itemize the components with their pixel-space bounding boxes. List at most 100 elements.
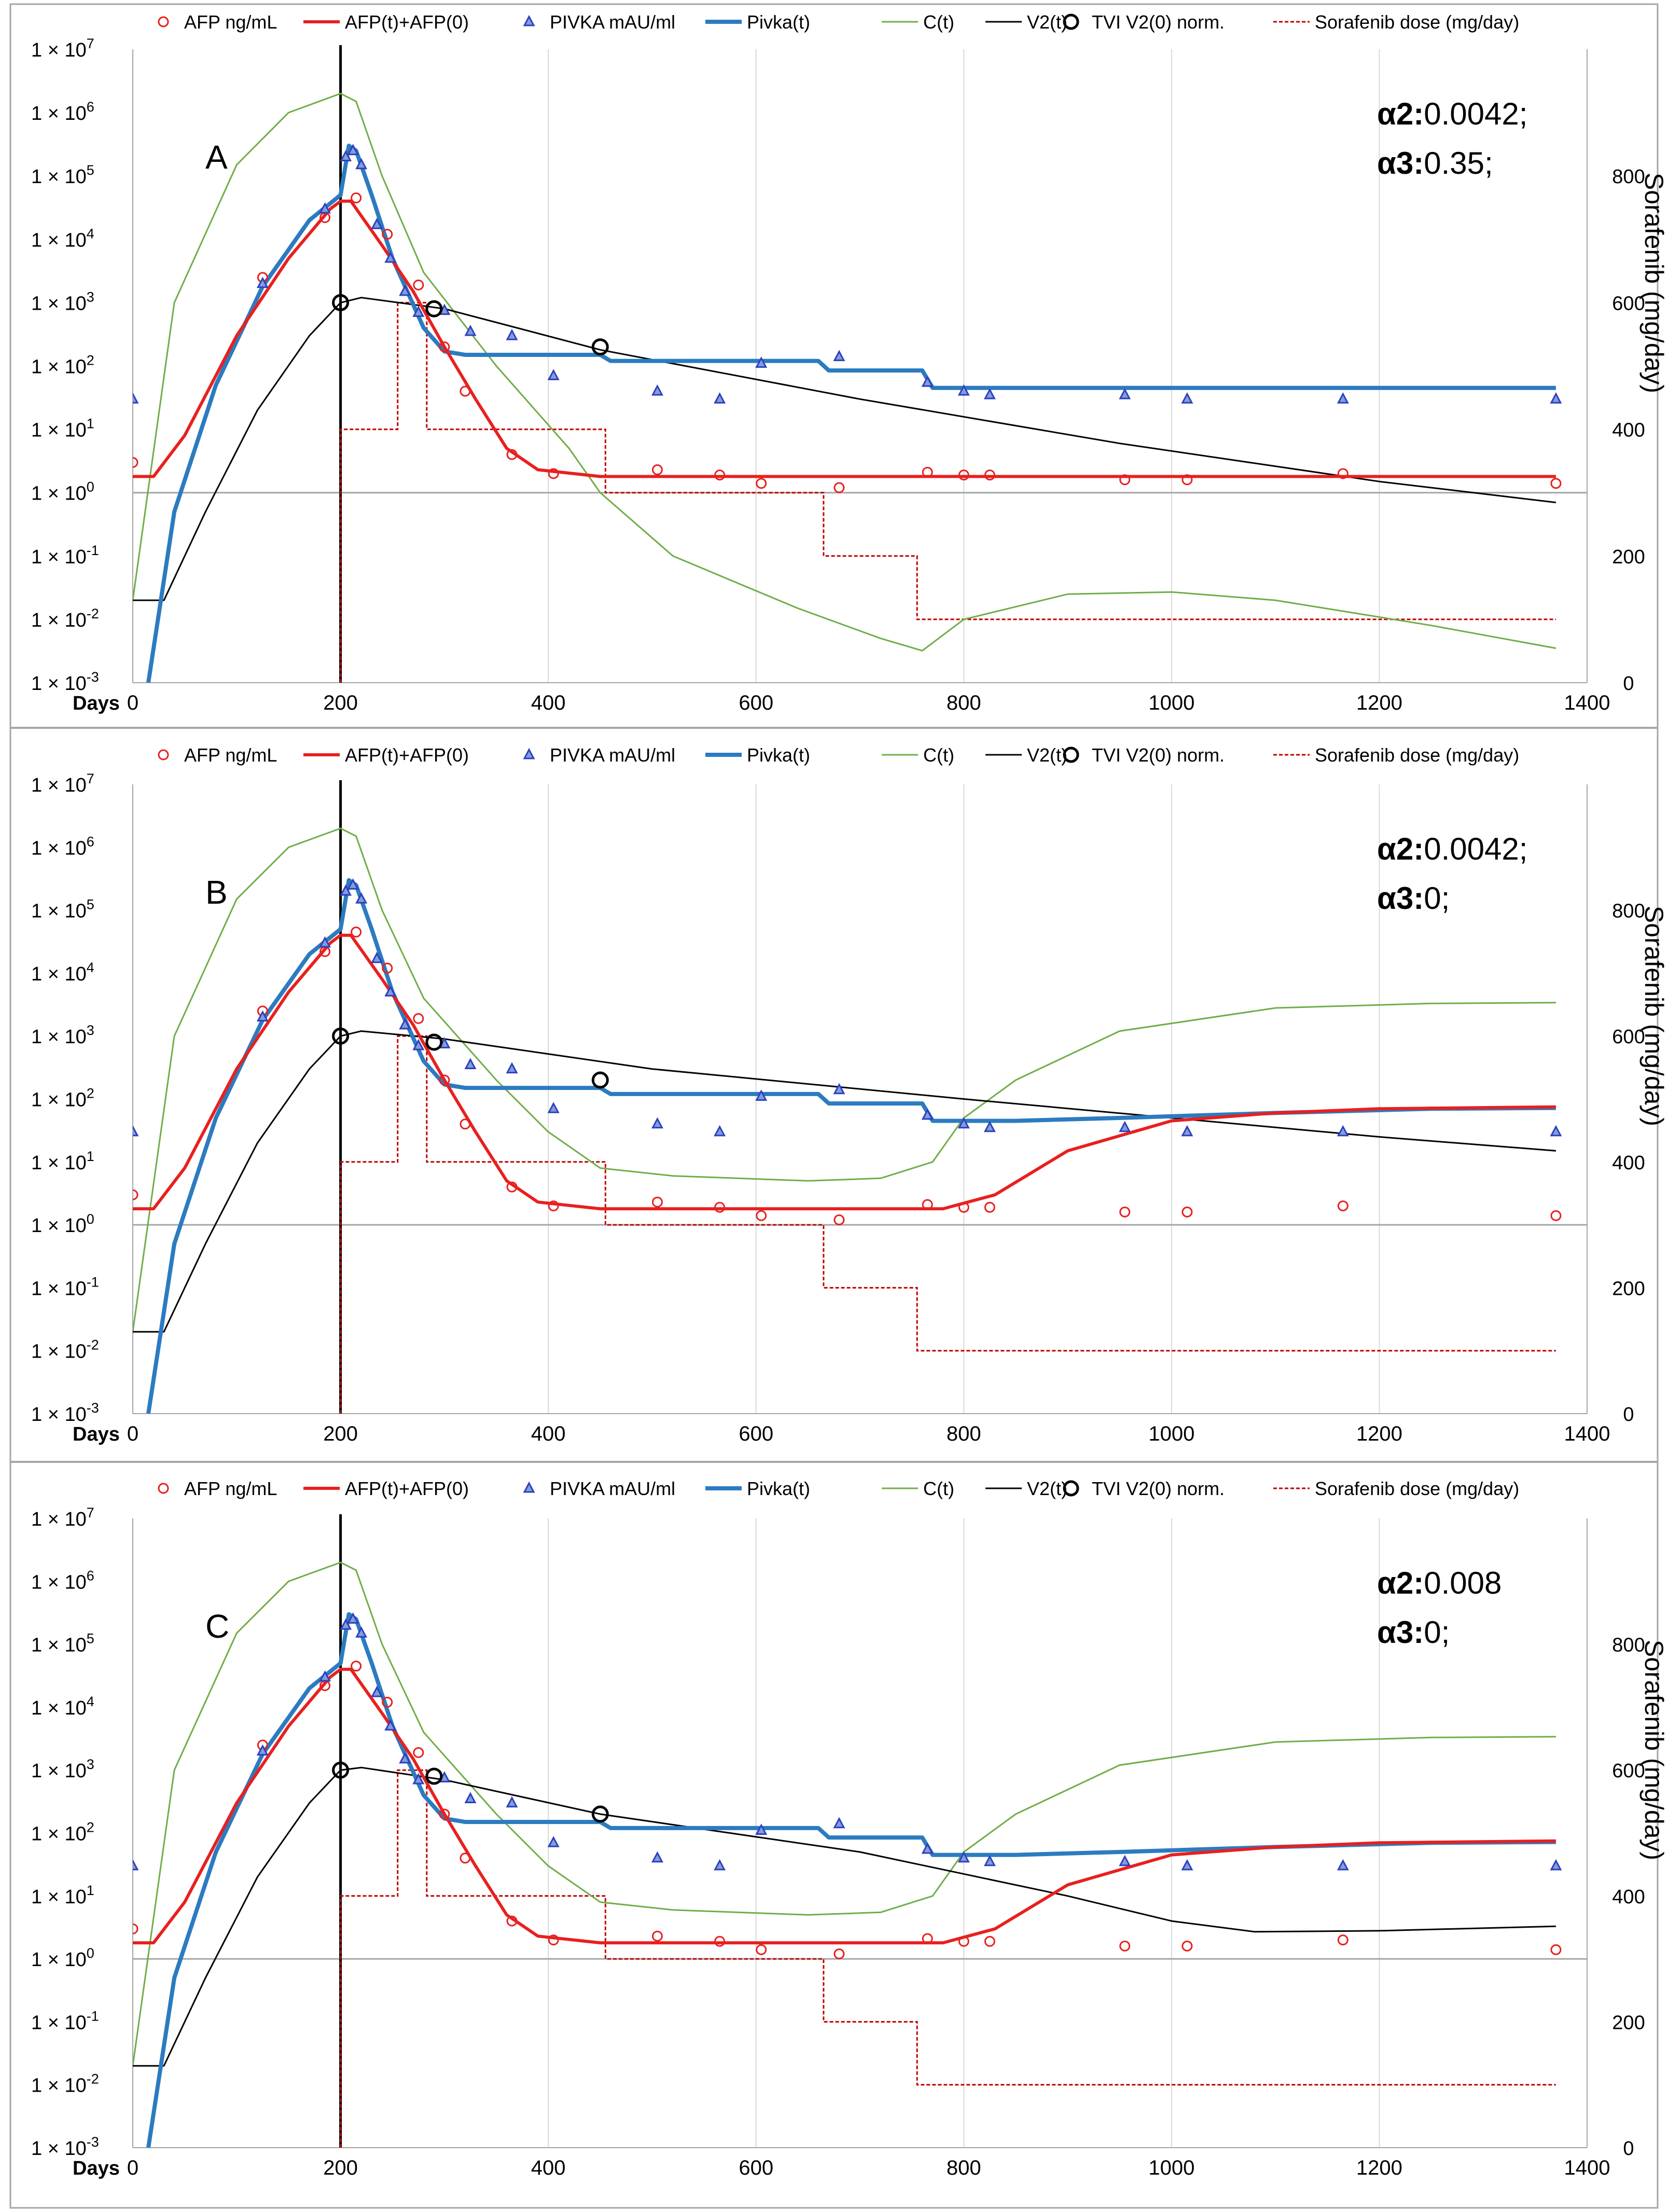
x-tick-label: 0 (127, 692, 138, 714)
y-left-tick-label: 1 × 10-1 (31, 543, 99, 568)
x-tick-label: 1400 (1564, 692, 1610, 714)
pivka-point (714, 1125, 726, 1137)
y-left-tick-exponent: -3 (87, 669, 99, 685)
afp-point (984, 469, 995, 481)
y-left-tick-exponent: 6 (87, 1568, 94, 1583)
y-left-tick-label: 1 × 103 (31, 1757, 94, 1782)
y-left-tick-exponent: 2 (87, 1820, 94, 1835)
y-left-tick-exponent: -2 (87, 2071, 99, 2087)
x-tick-label: 200 (323, 1422, 358, 1445)
pivka-point (1550, 1859, 1562, 1871)
panel-letter: A (205, 139, 228, 176)
series-v2-fit (133, 1030, 1556, 1333)
afp-point (958, 469, 969, 481)
afp-point (1182, 1940, 1193, 1952)
afp-point (413, 1013, 424, 1024)
afp-point (714, 1936, 726, 1947)
legend-item-pivkafit: Pivka(t) (705, 11, 810, 33)
legend-label: TVI V2(0) norm. (1092, 744, 1225, 766)
pivka-point (506, 329, 518, 340)
pivka-point (464, 1058, 477, 1070)
y-left-tick-exponent: 0 (87, 479, 94, 495)
afp-point (1550, 1944, 1562, 1955)
legend-item-pivka: PIVKA mAU/ml (523, 11, 675, 33)
pivka-point (506, 1062, 518, 1074)
alpha2-value: 0.008 (1424, 1566, 1502, 1600)
pivka-point (755, 1823, 768, 1835)
pivka-point (347, 1612, 359, 1624)
legend-label: Sorafenib dose (mg/day) (1315, 744, 1519, 766)
legend-label: Sorafenib dose (mg/day) (1315, 11, 1519, 33)
pivka-point (1550, 392, 1562, 404)
pivka-point (957, 1851, 970, 1863)
afp-point (922, 466, 933, 478)
alpha2-value: 0.0042; (1424, 96, 1527, 131)
pivka-point (1119, 388, 1131, 399)
afp-point (1550, 1210, 1562, 1221)
x-tick-label: 1200 (1356, 1422, 1402, 1445)
y-left-tick-exponent: -3 (87, 2134, 99, 2150)
afp-point (460, 1118, 471, 1130)
legend-item-c: C(t) (882, 744, 954, 766)
y-right-tick-label: 600 (1612, 293, 1645, 314)
afp-point (922, 1933, 933, 1944)
afp-point (460, 385, 471, 397)
legend-item-afpfit: AFP(t)+AFP(0) (303, 1478, 469, 1499)
pivka-point (355, 1626, 368, 1638)
afp-point (1119, 1206, 1131, 1218)
legend-marker-circle (158, 16, 169, 27)
x-tick-label: 200 (323, 692, 358, 714)
legend-item-c: C(t) (882, 1478, 954, 1499)
y-left-tick-exponent: 6 (87, 99, 94, 115)
y-left-tick-exponent: 5 (87, 1631, 94, 1647)
alpha2-value: 0.0042; (1424, 832, 1527, 866)
legend-item-dose: Sorafenib dose (mg/day) (1273, 1478, 1519, 1499)
y-left-tick-label: 1 × 10-3 (31, 2134, 99, 2160)
panel-letter: B (205, 874, 228, 911)
legend-label: TVI V2(0) norm. (1092, 11, 1225, 33)
legend-item-tvi: TVI V2(0) norm. (1063, 11, 1225, 33)
pivka-point (1181, 1859, 1193, 1871)
pivka-point (340, 1618, 352, 1630)
pivka-point (371, 951, 383, 963)
afp-point (548, 1200, 559, 1212)
legend-label: Sorafenib dose (mg/day) (1315, 1478, 1519, 1499)
x-tick-label: 800 (947, 2156, 981, 2179)
afp-point (756, 1944, 767, 1955)
alpha3-value: 0; (1424, 1615, 1450, 1650)
legend-label: AFP(t)+AFP(0) (345, 744, 469, 766)
tvi-point (591, 338, 609, 356)
legend-label: Pivka(t) (747, 1478, 810, 1499)
y-left-tick-exponent: 1 (87, 416, 94, 432)
legend-item-afp: AFP ng/mL (158, 744, 277, 766)
y-right-tick-label: 200 (1612, 546, 1645, 568)
pivka-point (714, 392, 726, 404)
legend-label: PIVKA mAU/ml (550, 744, 675, 766)
y-left-tick-exponent: 0 (87, 1211, 94, 1227)
legend-item-dose: Sorafenib dose (mg/day) (1273, 744, 1519, 766)
afp-point (351, 192, 362, 204)
tvi-point (425, 1767, 443, 1785)
pivka-point (755, 1089, 768, 1101)
legend-label: C(t) (923, 744, 954, 766)
pivka-point (412, 306, 425, 317)
y-left-tick-exponent: 1 (87, 1883, 94, 1898)
legend-label: V2(t) (1027, 11, 1067, 33)
legend-marker-triangle (523, 748, 535, 759)
pivka-point (921, 375, 934, 387)
afp-point (413, 1747, 424, 1758)
y-left-tick-label: 1 × 10-2 (31, 1337, 99, 1363)
y-left-tick-label: 1 × 10-2 (31, 2071, 99, 2097)
legend-label: C(t) (923, 1478, 954, 1499)
y-left-tick-label: 1 × 107 (31, 1505, 94, 1530)
pivka-point (833, 350, 845, 362)
pivka-point (833, 1817, 845, 1829)
pivka-point (412, 1773, 425, 1785)
x-tick-label: 1000 (1148, 2156, 1194, 2179)
series-afp-fit (133, 1667, 1556, 1945)
y-left-tick-label: 1 × 100 (31, 479, 94, 505)
alpha2-label: α2: (1377, 832, 1424, 866)
afp-point (984, 1936, 995, 1947)
y-right-tick-label: 600 (1612, 1760, 1645, 1782)
afp-point (439, 1808, 450, 1820)
